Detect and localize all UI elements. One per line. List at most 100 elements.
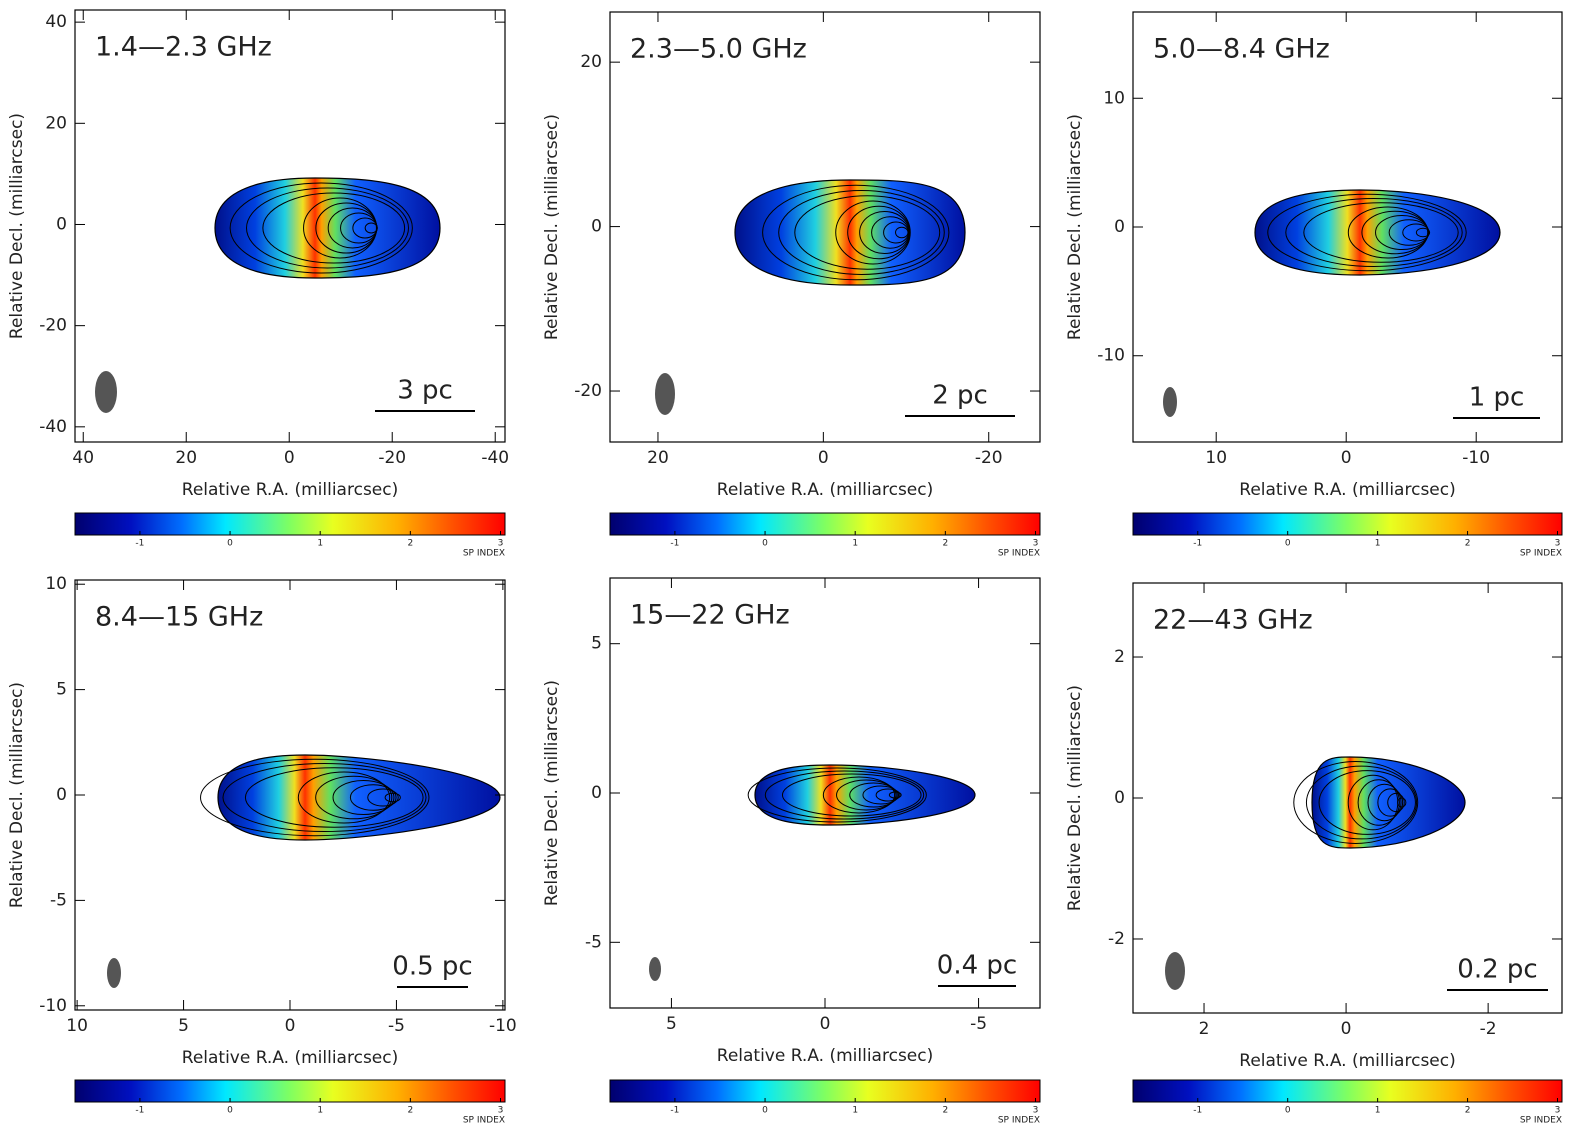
colorbar-tick-label: 1	[852, 1106, 858, 1116]
x-tick-label: -20	[378, 448, 406, 468]
y-axis-label: Relative Decl. (milliarcsec)	[542, 114, 562, 340]
plot-frame	[74, 9, 506, 443]
colorbar-tick-label: 0	[227, 1106, 233, 1116]
y-tick-label: -10	[1097, 346, 1125, 366]
beam	[1165, 952, 1185, 990]
x-tick-label: -10	[489, 1016, 517, 1036]
y-tick-label: 20	[45, 113, 67, 133]
contour	[1357, 779, 1400, 826]
contour	[1303, 202, 1459, 263]
colorbar-tick-label: 3	[1555, 1106, 1561, 1116]
y-tick-label: 0	[591, 783, 602, 803]
x-tick-label: 5	[178, 1016, 189, 1036]
y-tick-label: 2	[1114, 647, 1125, 667]
scale-bar-label: 0.5 pc	[392, 952, 472, 982]
x-tick-label: -10	[1462, 448, 1490, 468]
x-axis-label: Relative R.A. (milliarcsec)	[1239, 1051, 1455, 1071]
colorbar-tick-label: -1	[670, 1106, 679, 1116]
contour	[349, 784, 397, 811]
colorbar-tick-label: 3	[1033, 539, 1039, 549]
contour	[332, 780, 395, 815]
panel-title: 22—43 GHz	[1153, 605, 1313, 636]
y-tick-label: 0	[56, 785, 67, 805]
colorbar	[74, 512, 506, 536]
colorbar	[1132, 512, 1563, 536]
contour	[246, 187, 409, 269]
colorbar-label: SP INDEX	[1520, 1116, 1562, 1126]
colorbar-tick-label: 3	[498, 1106, 504, 1116]
x-tick-label: 0	[820, 1014, 831, 1034]
spectral-index-image	[217, 754, 501, 841]
contour	[781, 773, 922, 817]
colorbar-tick-label: 0	[227, 539, 233, 549]
contour	[875, 788, 901, 802]
colorbar-label: SP INDEX	[998, 1116, 1040, 1126]
contour	[1397, 797, 1407, 808]
x-tick-label: -20	[975, 448, 1003, 468]
contour	[222, 763, 427, 832]
scale-bar-label: 0.2 pc	[1457, 955, 1537, 985]
beam	[107, 958, 121, 988]
colorbar-label: SP INDEX	[1520, 549, 1562, 559]
scale-bar-label: 3 pc	[397, 376, 453, 406]
x-axis-label: Relative R.A. (milliarcsec)	[717, 1046, 933, 1066]
colorbar-tick-label: 2	[942, 539, 948, 549]
y-tick-label: -40	[39, 417, 67, 437]
colorbar-tick-label: 1	[317, 1106, 323, 1116]
contour	[315, 775, 393, 820]
colorbar-label: SP INDEX	[463, 549, 505, 559]
y-axis-label: Relative Decl. (milliarcsec)	[7, 113, 27, 339]
colorbar	[1132, 1079, 1563, 1103]
contour	[836, 779, 897, 811]
spectral-index-image	[754, 764, 976, 826]
colorbar-tick-label: 2	[407, 539, 413, 549]
panel-title: 15—22 GHz	[630, 600, 790, 631]
y-axis-label: Relative Decl. (milliarcsec)	[1065, 114, 1085, 340]
colorbar-tick-label: -1	[135, 539, 144, 549]
y-tick-label: 5	[56, 680, 67, 700]
contour	[200, 758, 430, 837]
y-tick-label: -10	[39, 996, 67, 1016]
y-tick-label: -20	[39, 316, 67, 336]
contour	[1285, 198, 1463, 267]
x-axis-label: Relative R.A. (milliarcsec)	[182, 480, 398, 500]
contour	[762, 184, 950, 281]
colorbar-label: SP INDEX	[998, 549, 1040, 559]
colorbar-tick-label: -1	[135, 1106, 144, 1116]
x-tick-label: 0	[284, 448, 295, 468]
y-tick-label: 10	[45, 574, 67, 594]
contour	[384, 792, 401, 803]
colorbar-tick-label: 0	[762, 1106, 768, 1116]
x-axis-label: Relative R.A. (milliarcsec)	[1239, 480, 1455, 500]
contour	[1367, 783, 1402, 822]
contour	[1305, 765, 1418, 840]
contour	[822, 776, 896, 814]
scale-bar-label: 0.4 pc	[937, 951, 1017, 981]
x-tick-label: 20	[175, 448, 197, 468]
colorbar	[609, 1079, 1041, 1103]
x-tick-label: -2	[1480, 1019, 1497, 1039]
contour	[1267, 193, 1467, 272]
beam	[649, 957, 661, 981]
x-tick-label: 5	[666, 1014, 677, 1034]
colorbar-tick-label: -1	[1193, 1106, 1202, 1116]
colorbar-tick-label: 2	[1465, 539, 1471, 549]
y-tick-label: 0	[1114, 788, 1125, 808]
colorbar-tick-label: 3	[1033, 1106, 1039, 1116]
colorbar-label: SP INDEX	[463, 1116, 505, 1126]
x-tick-label: 2	[1199, 1019, 1210, 1039]
y-tick-label: 10	[1103, 88, 1125, 108]
spectral-index-image	[1311, 756, 1466, 849]
x-tick-label: 40	[72, 448, 94, 468]
x-tick-label: 0	[818, 448, 829, 468]
colorbar	[74, 1079, 506, 1103]
contour	[1318, 770, 1416, 835]
colorbar-tick-label: -1	[670, 539, 679, 549]
y-axis-label: Relative Decl. (milliarcsec)	[7, 682, 27, 908]
colorbar	[609, 512, 1041, 536]
y-tick-label: -5	[585, 932, 602, 952]
y-axis-label: Relative Decl. (milliarcsec)	[542, 680, 562, 906]
colorbar-tick-label: 3	[498, 539, 504, 549]
y-tick-label: -20	[574, 381, 602, 401]
